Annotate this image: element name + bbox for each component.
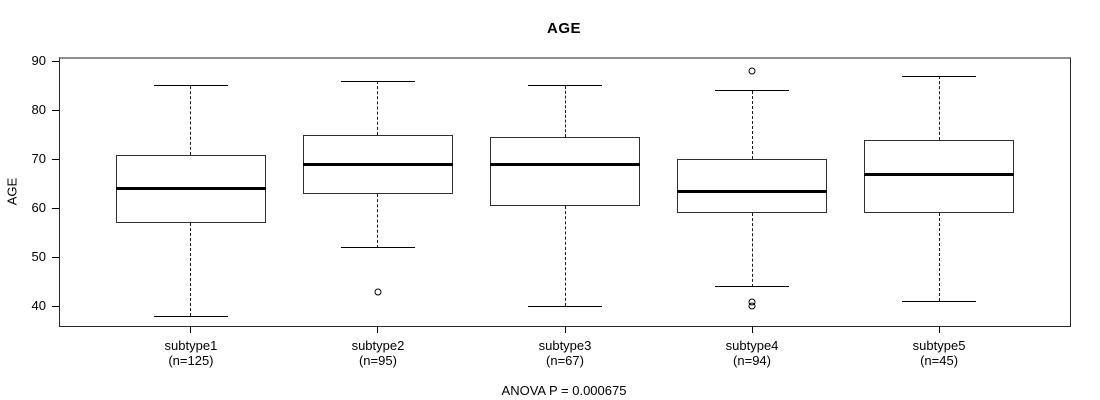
group-count: (n=94): [733, 353, 771, 368]
lower-whisker-line: [190, 223, 192, 317]
upper-whisker-line: [190, 85, 192, 155]
y-axis-tick-label: 70: [31, 151, 46, 167]
group-count: (n=45): [920, 353, 959, 368]
y-axis-tick: [52, 60, 59, 62]
upper-whisker-line: [751, 90, 753, 160]
upper-whisker-cap: [901, 75, 977, 77]
lower-whisker-line: [938, 213, 940, 302]
x-tick-label-subtype5: subtype5 (n=45): [869, 338, 1009, 368]
lower-whisker-cap: [901, 301, 977, 302]
outlier-point: [748, 302, 756, 310]
upper-whisker-cap: [714, 90, 790, 92]
median-line: [490, 162, 640, 166]
x-axis-tick: [190, 326, 192, 333]
group-count: (n=67): [546, 353, 584, 368]
upper-whisker-line: [564, 85, 566, 138]
y-axis-tick-label: 90: [31, 53, 46, 69]
iqr-box-subtype4: [677, 159, 827, 214]
anova-annotation: ANOVA P = 0.000675: [501, 383, 627, 398]
lower-whisker-cap: [527, 305, 603, 307]
outlier-point: [748, 67, 756, 75]
y-axis-tick-label: 40: [31, 298, 46, 314]
upper-whisker-cap: [340, 80, 416, 82]
plot-area: 40 50 60 70 80 90 subtype1 (n=125) subtype2 (n=95…: [32, 54, 1071, 368]
x-tick-label-subtype1: subtype1 (n=125): [121, 338, 261, 368]
y-axis-tick: [52, 158, 59, 160]
outlier-point: [374, 288, 382, 296]
group-name: subtype5: [912, 338, 966, 353]
upper-whisker-cap: [527, 85, 603, 87]
chart-title: AGE: [546, 20, 581, 37]
upper-whisker-line: [377, 81, 379, 135]
y-axis-tick: [52, 305, 59, 307]
median-line: [303, 162, 453, 166]
x-tick-label-subtype2: subtype2 (n=95): [308, 338, 448, 368]
x-axis-tick: [377, 326, 379, 333]
x-axis-tick: [564, 326, 566, 333]
group-count: (n=95): [358, 353, 397, 368]
x-tick-label-subtype3: subtype3 (n=67): [495, 338, 635, 368]
y-axis-tick: [52, 207, 59, 209]
x-axis-tick: [751, 326, 753, 333]
group-name: subtype4: [725, 338, 779, 353]
y-axis-tick-label: 60: [31, 200, 46, 216]
group-name: subtype3: [538, 338, 592, 353]
median-line: [116, 187, 266, 191]
x-tick-label-subtype4: subtype4 (n=94): [682, 338, 822, 368]
x-axis-tick: [938, 326, 940, 333]
iqr-box-subtype5: [864, 139, 1014, 214]
lower-whisker-cap: [714, 286, 790, 288]
lower-whisker-cap: [153, 315, 229, 317]
lower-whisker-line: [564, 205, 566, 307]
y-axis-tick-label: 80: [31, 102, 46, 118]
group-name: subtype1: [164, 338, 218, 353]
lower-whisker-cap: [340, 247, 416, 249]
upper-whisker-cap: [153, 85, 229, 87]
group-count: (n=125): [168, 353, 214, 368]
lower-whisker-line: [751, 213, 753, 287]
median-line: [864, 172, 1014, 176]
y-axis-tick: [52, 109, 59, 111]
upper-whisker-line: [938, 76, 940, 140]
group-name: subtype2: [351, 338, 405, 353]
y-axis-tick-label: 50: [31, 249, 46, 265]
iqr-box-subtype3: [490, 137, 640, 206]
median-line: [677, 189, 827, 193]
lower-whisker-line: [377, 193, 379, 248]
y-axis-tick: [52, 256, 59, 258]
